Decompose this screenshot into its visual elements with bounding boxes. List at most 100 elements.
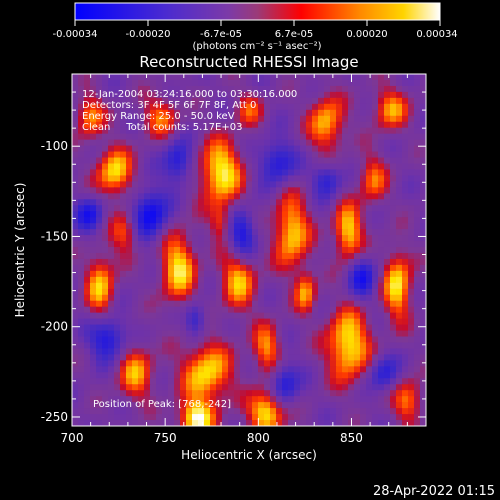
heatmap-cell	[336, 366, 343, 373]
heatmap-cell	[372, 127, 379, 135]
heatmap-cell	[378, 366, 385, 373]
heatmap-cell	[396, 414, 403, 421]
heatmap-cell	[72, 163, 79, 171]
heatmap-cell	[384, 402, 391, 409]
heatmap-cell	[294, 169, 301, 177]
heatmap-cell	[84, 318, 91, 326]
heatmap-cell	[192, 384, 199, 391]
heatmap-cell	[282, 121, 289, 129]
heatmap-cell	[372, 169, 379, 177]
heatmap-cell	[210, 408, 217, 415]
heatmap-cell	[138, 79, 145, 87]
heatmap-cell	[360, 109, 367, 117]
colorbar-gradient	[74, 2, 441, 21]
heatmap-cell	[330, 217, 337, 224]
heatmap-cell	[252, 396, 259, 403]
heatmap-cell	[174, 378, 181, 385]
heatmap-cell	[240, 175, 247, 182]
heatmap-cell	[174, 420, 181, 426]
heatmap-cell	[198, 103, 205, 111]
heatmap-cell	[414, 121, 421, 129]
heatmap-cell	[138, 408, 145, 415]
heatmap-cell	[132, 235, 139, 242]
heatmap-cell	[186, 181, 193, 188]
heatmap-cell	[132, 115, 139, 123]
heatmap-cell	[270, 402, 277, 409]
heatmap-cell	[222, 103, 229, 111]
heatmap-cell	[408, 360, 415, 367]
heatmap-cell	[180, 187, 187, 194]
heatmap-cell	[288, 229, 295, 236]
heatmap-cell	[348, 318, 355, 326]
heatmap-cell	[252, 97, 259, 105]
heatmap-cell	[72, 408, 79, 415]
heatmap-cell	[84, 205, 91, 212]
heatmap-cell	[174, 115, 181, 123]
heatmap-cell	[192, 109, 199, 117]
heatmap-cell	[228, 366, 235, 373]
heatmap-cell	[108, 181, 115, 188]
heatmap-cell	[258, 133, 265, 141]
heatmap-cell	[222, 270, 229, 278]
heatmap-cell	[246, 420, 253, 426]
heatmap-cell	[384, 270, 391, 278]
heatmap-cell	[72, 402, 79, 409]
heatmap-cell	[210, 264, 217, 272]
heatmap-cell	[108, 175, 115, 182]
heatmap-cell	[258, 348, 265, 356]
heatmap-cell	[138, 342, 145, 350]
heatmap-cell	[390, 241, 397, 248]
heatmap-cell	[372, 163, 379, 171]
heatmap-cell	[420, 270, 426, 278]
heatmap-cell	[78, 139, 85, 147]
heatmap-cell	[120, 205, 127, 212]
heatmap-cell	[96, 247, 103, 254]
heatmap-cell	[282, 372, 289, 379]
heatmap-cell	[246, 151, 253, 159]
heatmap-cell	[210, 145, 217, 153]
heatmap-cell	[300, 372, 307, 379]
heatmap-cell	[84, 300, 91, 308]
heatmap-cell	[372, 97, 379, 105]
heatmap-cell	[396, 330, 403, 338]
heatmap-cell	[414, 103, 421, 111]
heatmap-cell	[264, 366, 271, 373]
heatmap-cell	[360, 187, 367, 194]
heatmap-cell	[276, 169, 283, 177]
heatmap-cell	[156, 205, 163, 212]
heatmap-cell	[270, 74, 277, 81]
heatmap-cell	[156, 181, 163, 188]
heatmap-cell	[408, 354, 415, 361]
heatmap-cell	[216, 318, 223, 326]
heatmap-cell	[372, 235, 379, 242]
heatmap-cell	[324, 342, 331, 350]
heatmap-cell	[102, 360, 109, 367]
heatmap-cell	[312, 348, 319, 356]
heatmap-cell	[282, 354, 289, 361]
heatmap-cell	[228, 181, 235, 188]
heatmap-cell	[342, 402, 349, 409]
heatmap-cell	[240, 223, 247, 230]
heatmap-cell	[288, 288, 295, 296]
heatmap-cell	[282, 211, 289, 218]
heatmap-cell	[402, 348, 409, 356]
heatmap-cell	[360, 306, 367, 314]
heatmap-cell	[396, 121, 403, 129]
heatmap-cell	[240, 408, 247, 415]
heatmap-cell	[396, 247, 403, 254]
heatmap-cell	[330, 264, 337, 272]
heatmap-cell	[168, 85, 175, 93]
heatmap-cell	[318, 324, 325, 332]
heatmap-cell	[198, 378, 205, 385]
heatmap-cell	[300, 211, 307, 218]
heatmap-cell	[144, 384, 151, 391]
heatmap-cell	[228, 121, 235, 129]
heatmap-cell	[246, 378, 253, 385]
heatmap-cell	[282, 85, 289, 93]
heatmap-cell	[300, 97, 307, 105]
heatmap-cell	[372, 109, 379, 117]
heatmap-cell	[306, 74, 313, 81]
heatmap-cell	[318, 109, 325, 117]
heatmap-cell	[246, 414, 253, 421]
heatmap-cell	[264, 342, 271, 350]
